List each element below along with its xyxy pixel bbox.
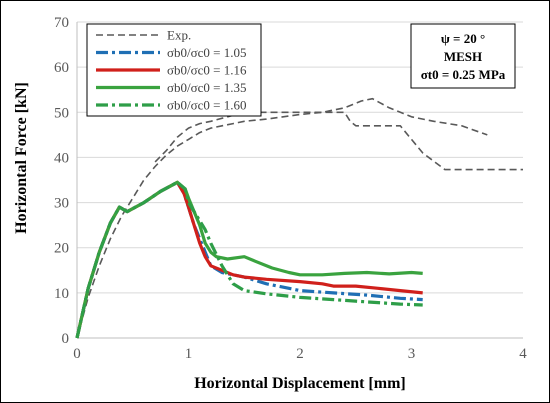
y-tick-label-7: 70 [54, 15, 69, 31]
legend-label-4: σb0/σc0 = 1.60 [167, 98, 246, 113]
x-tick-label-3: 3 [408, 346, 416, 362]
annotation-box [410, 23, 516, 89]
y-axis-title: Horizontal Force [kN] [13, 82, 30, 234]
y-tick-label-0: 0 [62, 331, 70, 347]
legend: Exp. σb0/σc0 = 1.05 σb0/σc0 = 1.16 σb0/σc0 … [86, 23, 262, 117]
y-tick-label-1: 10 [54, 286, 69, 302]
plot-area [76, 22, 523, 339]
x-axis-title: Horizontal Displacement [mm] [194, 375, 406, 392]
series-line-4-0 [75, 180, 423, 339]
annotation-line-3: σt0 = 0.25 MPa [421, 67, 506, 82]
legend-label-0: Exp. [167, 28, 191, 43]
y-tick-label-5: 50 [54, 105, 69, 121]
y-tick-label-4: 40 [54, 150, 69, 166]
annotation-line-2: MESH [444, 49, 482, 64]
x-tick-label-4: 4 [519, 346, 527, 362]
legend-label-3: σb0/σc0 = 1.35 [167, 80, 246, 95]
y-tick-label-2: 20 [54, 241, 69, 257]
annotation: ψ = 20 ° MESH σt0 = 0.25 MPa [410, 23, 516, 89]
series-layer [75, 97, 523, 339]
annotation-line-1: ψ = 20 ° [441, 31, 485, 46]
x-tick-label-2: 2 [296, 346, 304, 362]
y-tick-label-6: 60 [54, 60, 69, 76]
legend-label-2: σb0/σc0 = 1.16 [167, 63, 247, 78]
y-tick-label-3: 30 [54, 196, 69, 212]
legend-label-1: σb0/σc0 = 1.05 [167, 45, 246, 60]
series-line-0-1 [154, 111, 523, 171]
x-tick-label-1: 1 [185, 346, 193, 362]
x-tick-label-0: 0 [73, 346, 81, 362]
